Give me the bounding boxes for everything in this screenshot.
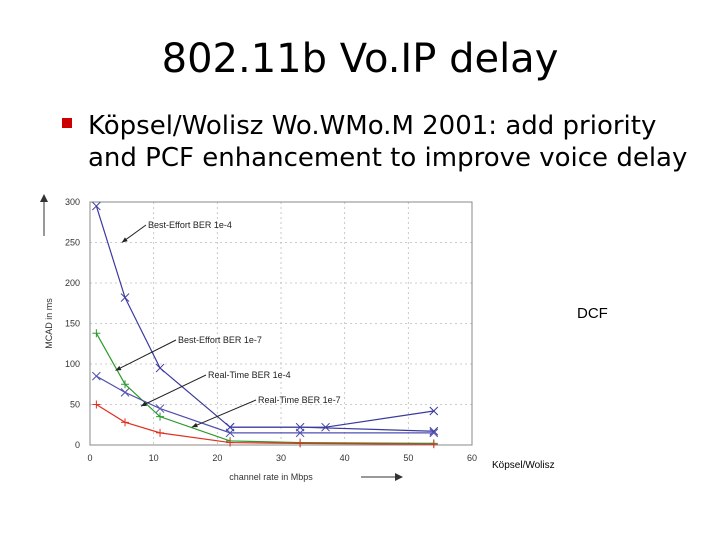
marker-stroke — [120, 387, 130, 397]
annotation-label: Real-Time BER 1e-7 — [258, 395, 341, 405]
y-tick-label: 250 — [65, 238, 80, 248]
annotation-label: Real-Time BER 1e-4 — [208, 370, 291, 380]
data-point — [120, 387, 130, 397]
marker-stroke — [92, 371, 101, 381]
annotation-arrowhead — [140, 401, 147, 407]
chart-series — [92, 201, 439, 449]
x-tick-label: 50 — [403, 453, 413, 463]
credit-label: Köpsel/Wolisz — [492, 460, 555, 471]
data-point — [429, 440, 438, 449]
data-point — [92, 371, 101, 381]
data-point — [225, 422, 235, 432]
slide-title: 802.11b Vo.IP delay — [161, 36, 559, 82]
data-point — [121, 380, 130, 389]
marker-stroke — [225, 422, 235, 432]
series-real-time-ber-1e-7 — [92, 400, 438, 449]
x-tick-label: 0 — [87, 453, 92, 463]
data-point — [429, 426, 439, 436]
data-point — [429, 406, 439, 416]
x-tick-label: 10 — [149, 453, 159, 463]
data-point — [155, 363, 165, 373]
marker-stroke — [120, 293, 130, 302]
x-tick-label: 20 — [212, 453, 222, 463]
x-axis-label: channel rate in Mbps — [229, 472, 313, 482]
marker-stroke — [429, 426, 439, 436]
y-tick-label: 200 — [65, 278, 80, 288]
data-point — [296, 439, 305, 448]
data-point — [92, 400, 101, 409]
data-point — [155, 404, 165, 413]
data-point — [156, 412, 165, 421]
series-line — [95, 332, 434, 444]
y-tick-label: 300 — [65, 197, 80, 207]
y-tick-label: 100 — [65, 359, 80, 369]
data-point — [120, 293, 130, 302]
delay-chart: 0 10 20 30 40 50 60 0 50 100 150 200 250 300 channel r… — [40, 194, 477, 482]
data-point — [295, 428, 305, 438]
x-tick-label: 60 — [467, 453, 477, 463]
y-tick-label: 50 — [70, 400, 80, 410]
marker-stroke — [429, 428, 439, 438]
data-point — [156, 428, 165, 437]
data-point — [226, 438, 235, 447]
annotation-label: Best-Effort BER 1e-7 — [178, 335, 262, 345]
annotation-arrow — [191, 399, 257, 428]
data-point — [121, 418, 130, 427]
series-line — [230, 410, 434, 428]
marker-stroke — [429, 406, 439, 416]
data-point — [92, 201, 101, 211]
bullet-marker — [62, 118, 72, 128]
series-line — [96, 403, 434, 445]
annotation-arrowhead — [191, 422, 198, 428]
annotation-arrowhead — [121, 237, 128, 243]
x-tick-label: 40 — [340, 453, 350, 463]
series-line — [95, 205, 434, 432]
dcf-label: DCF — [577, 305, 608, 322]
chart-annotations: Best-Effort BER 1e-4 Best-Effort BER 1e-7… — [115, 220, 341, 428]
chart-grid — [89, 201, 473, 446]
y-tick-label: 150 — [65, 319, 80, 329]
series-line — [96, 375, 434, 434]
marker-stroke — [321, 422, 330, 432]
marker-stroke — [92, 201, 101, 211]
y-tick-label: 0 — [75, 440, 80, 450]
marker-stroke — [295, 428, 305, 438]
marker-stroke — [155, 404, 165, 413]
y-axis-label: MCAD in ms — [44, 298, 54, 349]
chart-axes: 0 10 20 30 40 50 60 0 50 100 150 200 250 300 channel r… — [40, 194, 477, 482]
series-dcf — [225, 406, 439, 432]
data-point — [321, 422, 330, 432]
series-real-time-ber-1e-4 — [92, 371, 439, 438]
data-point — [92, 329, 101, 338]
x-tick-label: 30 — [276, 453, 286, 463]
bullet-line-2: and PCF enhancement to improve voice del… — [88, 143, 688, 173]
marker-stroke — [155, 363, 165, 373]
bullet-line-1: Köpsel/Wolisz Wo.WMo.M 2001: add priorit… — [88, 111, 657, 141]
annotation-arrow — [115, 339, 177, 371]
data-point — [429, 428, 439, 438]
series-best-effort-ber-1e-4 — [92, 201, 439, 436]
annotation-label: Best-Effort BER 1e-4 — [148, 220, 232, 230]
x-axis-arrowhead — [395, 473, 403, 481]
y-axis-arrowhead — [40, 194, 48, 202]
annotation-arrowhead — [115, 365, 122, 371]
bullet-text: Köpsel/Wolisz Wo.WMo.M 2001: add priorit… — [88, 110, 708, 174]
plot-frame — [89, 201, 473, 446]
annotation-arrow — [140, 374, 207, 407]
